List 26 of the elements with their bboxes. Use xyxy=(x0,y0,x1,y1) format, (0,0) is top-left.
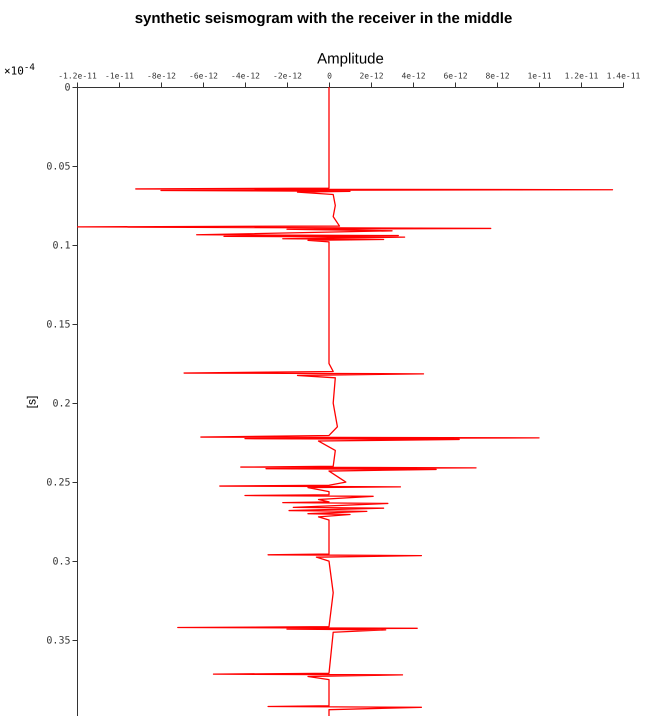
y-tick-label: 0.1 xyxy=(52,240,70,252)
y-tick-label: 0.05 xyxy=(46,162,70,173)
y-tick-label: 0.3 xyxy=(52,556,70,568)
x-tick-label: 6e-12 xyxy=(443,72,468,80)
x-tick-label: -1.2e-11 xyxy=(58,72,97,80)
x-axis-title: Amplitude xyxy=(317,50,384,68)
x-tick-label: 1.4e-11 xyxy=(606,72,641,80)
x-tick-label: 1e-11 xyxy=(527,72,552,80)
x-tick-label: 4e-12 xyxy=(401,72,426,80)
x-tick-label: 8e-12 xyxy=(485,72,510,80)
y-tick-label: 0.35 xyxy=(46,636,70,647)
y-tick-label: 0.2 xyxy=(52,398,70,410)
x-tick-label: -1e-11 xyxy=(105,72,134,80)
chart-title: synthetic seismogram with the receiver in the middle xyxy=(134,10,514,27)
text: ×10$^{-4}$ xyxy=(4,62,35,78)
x-tick-label: -8e-12 xyxy=(147,72,176,80)
y-tick-label: 0.15 xyxy=(46,320,70,331)
x-tick-label: -2e-12 xyxy=(273,72,302,80)
x-tick-label: 0 xyxy=(327,72,332,80)
x-tick-label: -4e-12 xyxy=(231,72,260,80)
y-tick-label: 0 xyxy=(64,82,70,94)
x-tick-label: -6e-12 xyxy=(189,72,218,80)
x-tick-label: 2e-12 xyxy=(359,72,384,80)
x-tick-label: 1.2e-11 xyxy=(564,72,599,80)
y-tick-label: 0.25 xyxy=(46,478,70,489)
y-axis-title: [s] xyxy=(24,396,38,408)
